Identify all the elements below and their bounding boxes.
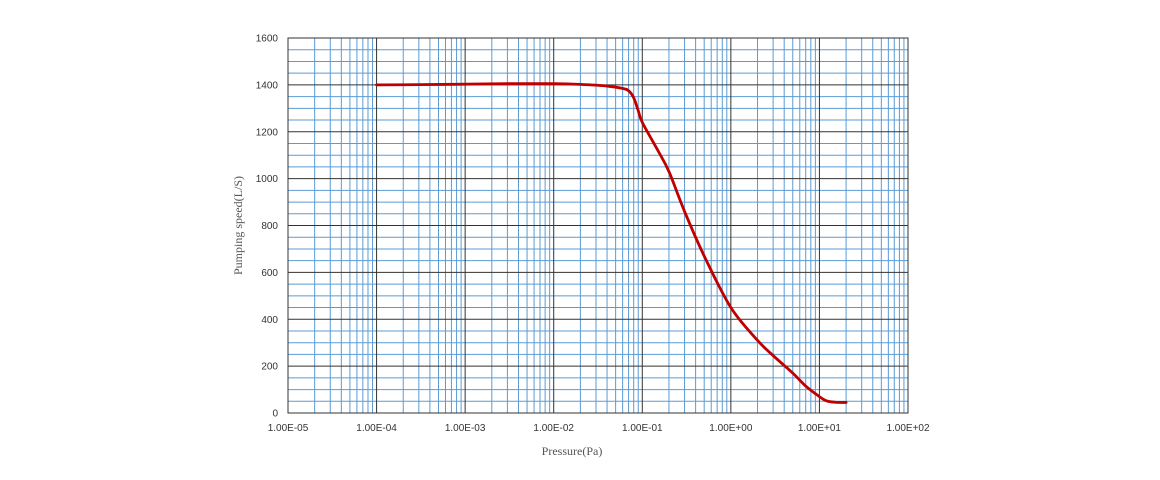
- x-tick-label: 1.00E-03: [445, 423, 486, 434]
- y-tick-label: 0: [272, 409, 278, 420]
- y-tick-label: 800: [261, 221, 278, 232]
- x-axis-title: Pressure(Pa): [542, 444, 603, 458]
- plot-area-border: [287, 37, 909, 414]
- y-tick-label: 1600: [256, 34, 279, 45]
- x-tick-label: 1.00E-01: [622, 423, 663, 434]
- y-tick-label: 1200: [256, 127, 279, 138]
- x-tick-label: 1.00E-02: [533, 423, 574, 434]
- y-tick-label: 1000: [256, 174, 279, 185]
- chart-grid: [287, 37, 909, 414]
- chart-tick-labels: 0 200 400 600 800 1000 1200 1400 1600 1.00E-05 1.0…: [256, 34, 930, 435]
- x-tick-label: 1.00E+00: [709, 423, 753, 434]
- y-tick-label: 400: [261, 315, 278, 326]
- pumping-speed-line: [375, 82, 848, 404]
- y-tick-label: 600: [261, 268, 278, 279]
- y-tick-label: 1400: [256, 80, 279, 91]
- chart-series-layer: [375, 82, 848, 404]
- x-tick-label: 1.00E+01: [798, 423, 842, 434]
- x-tick-label: 1.00E+02: [886, 423, 930, 434]
- y-tick-label: 200: [261, 362, 278, 373]
- x-tick-label: 1.00E-05: [268, 423, 309, 434]
- y-axis-title: Pumping speed(L/S): [231, 176, 245, 275]
- x-tick-label: 1.00E-04: [356, 423, 397, 434]
